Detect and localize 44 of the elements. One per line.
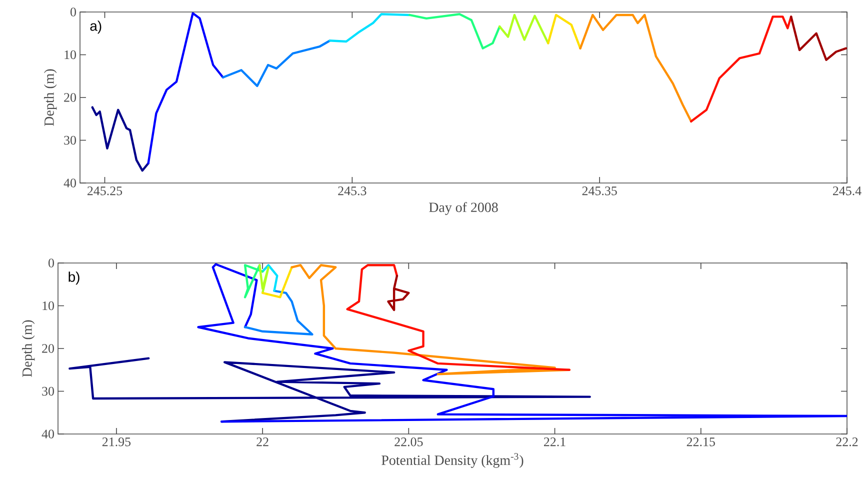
line-series (690, 16, 792, 123)
x-tick-label: 22.05 (394, 438, 423, 446)
line-series (579, 14, 692, 123)
annotation: a) (90, 20, 102, 34)
line-series (197, 263, 848, 423)
y-tick-label: 30 (64, 136, 76, 145)
line-series (790, 16, 848, 61)
line-series (147, 12, 224, 164)
line-series (346, 264, 570, 371)
x-tick-label: 245.25 (88, 186, 122, 196)
x-tick-label: 22.1 (544, 438, 566, 446)
line-series (244, 290, 314, 336)
y-axis-title: Depth (m) (44, 69, 57, 126)
line-series (328, 13, 411, 43)
y-tick-label: 20 (64, 93, 76, 102)
annotation: b) (68, 272, 80, 285)
line-series (261, 264, 278, 292)
y-tick-label: 10 (42, 301, 54, 310)
y-tick-label: 10 (64, 50, 76, 60)
x-tick-label: 21.95 (102, 438, 131, 446)
line-series (258, 264, 270, 294)
y-tick-label: 20 (42, 344, 54, 353)
y-tick-label: 0 (48, 258, 54, 268)
y-axis-title: Depth (m) (22, 320, 35, 377)
x-tick-label: 245.3 (338, 186, 366, 196)
line-series (387, 274, 410, 312)
line-series (498, 14, 550, 44)
x-tick-label: 22 (256, 438, 268, 446)
y-tick-label: 0 (70, 8, 76, 16)
x-tick-label: 245.4 (833, 186, 862, 196)
x-tick-label: 245.35 (582, 186, 617, 196)
x-axis-title: Day of 2008 (429, 202, 498, 215)
x-tick-label: 22.2 (836, 438, 858, 446)
line-series (68, 357, 591, 423)
x-tick-label: 22.15 (686, 438, 715, 446)
x-axis-title: Potential Density (kgm$^{-3}$) (382, 453, 524, 468)
y-tick-label: 40 (42, 430, 54, 438)
y-tick-label: 30 (42, 386, 54, 396)
line-series (408, 13, 501, 50)
y-tick-label: 40 (64, 178, 76, 188)
line-series (547, 14, 582, 50)
line-series (222, 40, 332, 88)
line-series (91, 106, 150, 172)
line-series (244, 264, 264, 298)
